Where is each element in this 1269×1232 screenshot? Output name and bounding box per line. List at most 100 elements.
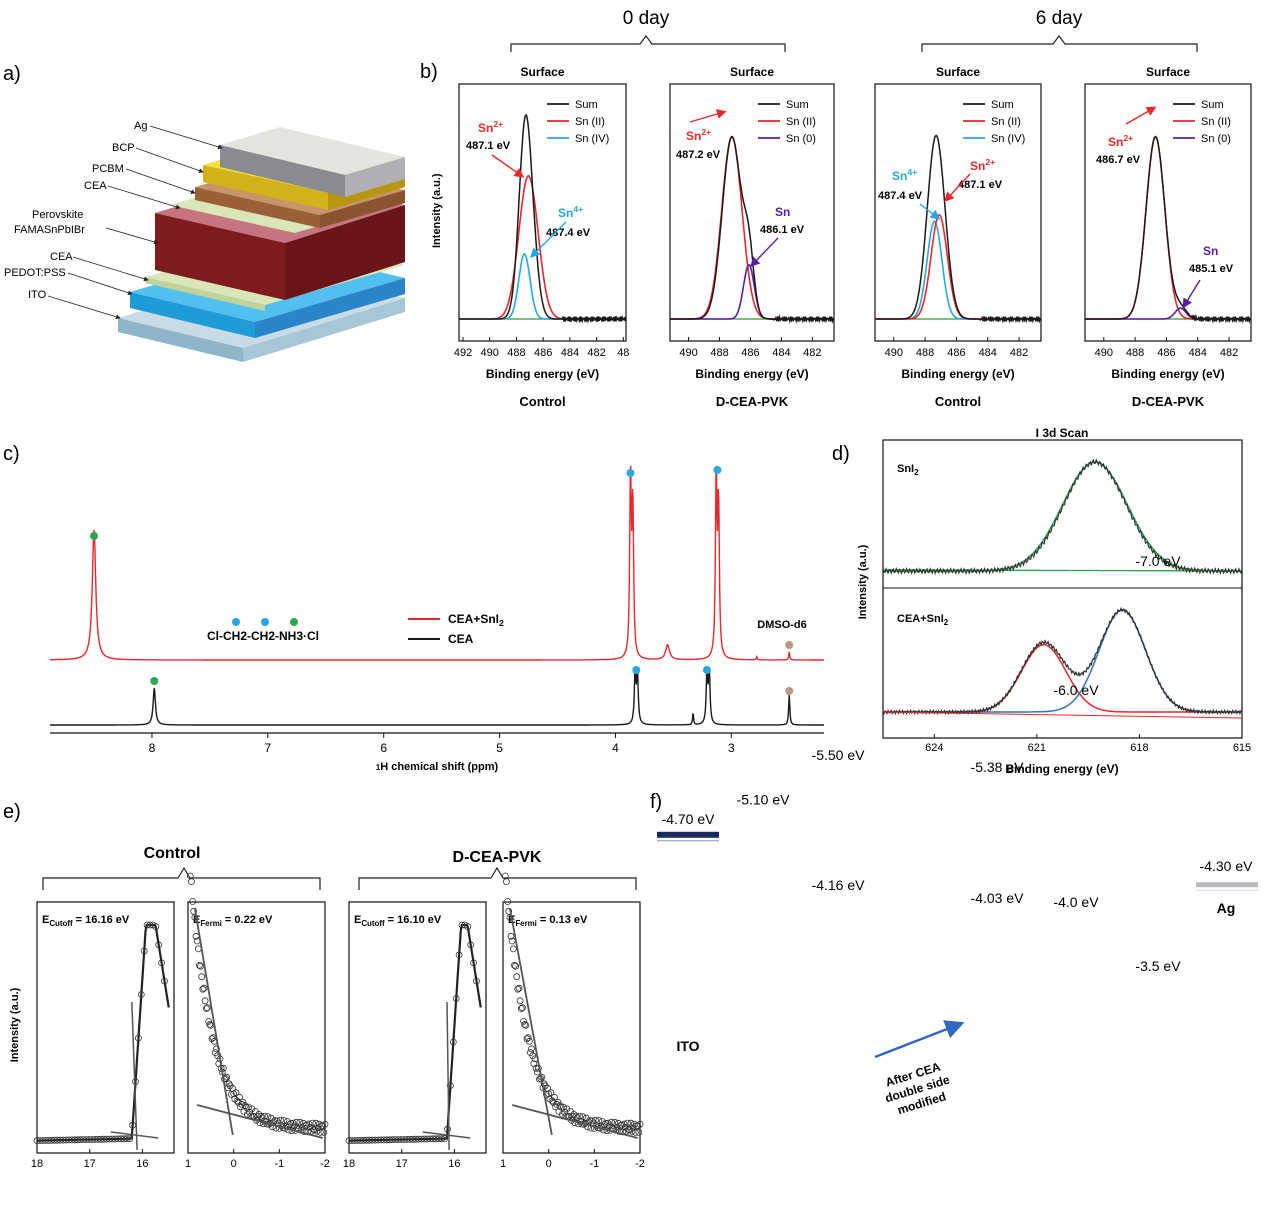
x-tick-label: 482 xyxy=(1220,347,1238,359)
data-point xyxy=(519,1004,526,1012)
fit-line xyxy=(110,1131,159,1139)
panel-label-c: c) xyxy=(3,443,20,465)
data-point xyxy=(449,1038,457,1046)
plot-frame xyxy=(348,901,487,1154)
peak-value: 487.4 eV xyxy=(878,190,923,202)
data-point xyxy=(452,995,460,1002)
data-point xyxy=(632,1128,639,1136)
data-point xyxy=(158,959,166,967)
peak-label: Sn4+ xyxy=(558,204,583,220)
panel-e-ups: Control D-CEA-PVK Intensity (a.u.) ECutoff … xyxy=(9,845,645,1170)
data-point xyxy=(320,1129,328,1136)
formula-marker xyxy=(232,618,240,626)
data-point xyxy=(269,1123,276,1131)
x-tick-label: 484 xyxy=(979,347,997,359)
x-tick-label: 621 xyxy=(1028,742,1046,754)
xps-subplot-3: Surface 490 488 486 484 482 Binding energy (eV… xyxy=(874,65,1042,409)
data-point xyxy=(312,1119,320,1127)
y-axis-label: Intensity (a.u.) xyxy=(857,544,869,619)
bar-label-ag: Ag xyxy=(1217,900,1236,916)
data-point xyxy=(305,1120,313,1128)
peak-label: Sn2+ xyxy=(478,119,503,135)
x-tick-label: 488 xyxy=(710,347,728,359)
fit-line xyxy=(193,907,234,1136)
xps-subplot-1: Surface 492 490 488 486 484 482 48 Binding energ… xyxy=(454,65,630,409)
legend-entry: Sn (0) xyxy=(786,133,816,145)
data-point xyxy=(595,1117,603,1124)
data-point xyxy=(547,1089,555,1097)
bar-label-pedot: PEDOT:PSS xyxy=(757,875,772,948)
level-ito xyxy=(657,831,719,838)
data-point xyxy=(191,914,199,921)
data-point xyxy=(473,977,480,985)
data-point xyxy=(522,1021,530,1029)
x-tick-label: 490 xyxy=(1095,347,1113,359)
formula-marker xyxy=(290,618,298,626)
label-pedot: PEDOT:PSS xyxy=(4,267,66,279)
group-label-control: Control xyxy=(144,845,201,862)
data-point xyxy=(290,1122,298,1130)
x-tick-label: 488 xyxy=(1126,347,1144,359)
modification-arrow xyxy=(874,1020,965,1059)
data-point xyxy=(513,973,521,981)
subplot-caption: Control xyxy=(935,394,981,409)
data-point xyxy=(584,1123,591,1131)
data-point xyxy=(248,1105,256,1113)
legend-entry: Sum xyxy=(575,99,598,111)
peak-value: 486.1 eV xyxy=(760,224,805,236)
peak-label: Sn2+ xyxy=(970,157,995,173)
fit-line xyxy=(422,1131,471,1139)
data-point xyxy=(199,985,207,993)
x-tick-label: 4 xyxy=(612,741,619,755)
data-point xyxy=(239,1098,247,1106)
data-point xyxy=(123,1135,131,1143)
data-point xyxy=(313,1127,321,1135)
x-tick-label: 18 xyxy=(343,1158,355,1170)
data-point xyxy=(444,1125,451,1133)
legend-entry-cea-sni2: CEA+SnI2 xyxy=(448,612,504,628)
x-tick-label: 16 xyxy=(136,1158,148,1170)
b-ylabel: Intensity (a.u.) xyxy=(431,173,443,248)
data-point xyxy=(563,1105,571,1113)
x-axis-label: Binding energy (eV) xyxy=(1111,367,1224,381)
x-tick-label: 488 xyxy=(507,347,525,359)
energy-value: -4.16 eV xyxy=(812,877,866,893)
legend-entry: Sn (II) xyxy=(1201,116,1231,128)
data-point xyxy=(509,945,517,953)
x-tick-label: 3 xyxy=(728,741,735,755)
bar-label-control: Control xyxy=(831,1007,846,1053)
data-point xyxy=(187,878,195,885)
x-tick-label: 484 xyxy=(561,347,579,359)
data-point xyxy=(198,973,206,981)
data-point xyxy=(316,1128,324,1136)
energy-value: -4.30 eV xyxy=(1200,858,1254,874)
x-tick-label: 0 xyxy=(546,1158,552,1170)
x-tick-label: 486 xyxy=(947,347,965,359)
peak-value: 485.1 eV xyxy=(1189,263,1234,275)
panel-label-f: f) xyxy=(650,791,662,813)
data-point xyxy=(636,1120,644,1128)
energy-value: -5.10 eV xyxy=(737,791,791,807)
data-point xyxy=(515,984,523,992)
label-ito: ITO xyxy=(28,289,47,301)
panel-f-energy-levels: -4.70 eV ITO PEDOT:PSS -5.10 eV Control -4.16… xyxy=(657,553,1258,1168)
data-point xyxy=(264,1113,272,1121)
ups-plot-4: EFermi = 0.13 eV 1 0 -1 -2 xyxy=(500,872,645,1170)
data-point xyxy=(438,1135,446,1143)
data-point xyxy=(516,997,524,1005)
data-point xyxy=(195,961,203,969)
legend-entry: Sn (II) xyxy=(991,116,1021,128)
panel-label-e: e) xyxy=(3,801,21,823)
sum-curve xyxy=(875,134,1042,324)
legend-entry-cea: CEA xyxy=(448,632,474,646)
peak-marker xyxy=(90,532,99,540)
layer-ag xyxy=(220,127,405,175)
peak-marker xyxy=(785,641,794,649)
x-tick-label: 0 xyxy=(231,1158,237,1170)
data-point xyxy=(582,1114,590,1122)
plot-frame xyxy=(1084,83,1252,342)
peak-marker xyxy=(785,687,794,695)
sum-curve xyxy=(670,135,835,324)
ups-value-label: ECutoff = 16.16 eV xyxy=(42,914,130,928)
